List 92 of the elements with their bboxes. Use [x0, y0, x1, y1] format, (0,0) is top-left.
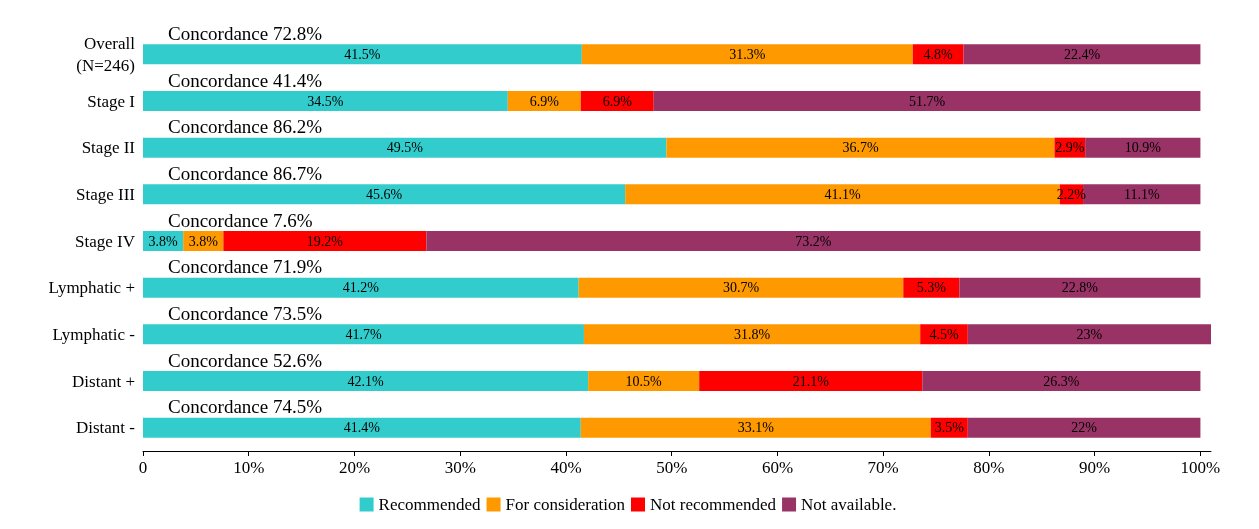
bar	[963, 44, 1201, 65]
legend-label: Recommended	[378, 495, 482, 514]
x-tick-label: 50%	[656, 458, 688, 477]
y-tick-label: Lymphatic -	[52, 324, 136, 344]
y-tick-label: Stage I	[87, 91, 136, 111]
annotation: Concordance 73.5%	[168, 302, 323, 324]
annotation: Concordance 86.2%	[168, 116, 323, 138]
x-tick-label: 100%	[1180, 458, 1221, 477]
data-label: 3.5%	[934, 420, 965, 436]
annotation: Concordance 72.8%	[168, 22, 323, 44]
bar	[699, 371, 923, 391]
data-label: 41.2%	[342, 280, 380, 296]
data-label: 51.7%	[909, 93, 946, 109]
legend-label: Not available.	[801, 495, 897, 514]
bar	[143, 44, 582, 65]
x-tick-label: 0	[138, 458, 148, 477]
y-tick-label: Distant +	[72, 371, 135, 391]
data-label: 49.5%	[386, 140, 424, 156]
bar	[580, 417, 931, 438]
y-tick-label: Distant -	[75, 418, 136, 438]
data-label: 23%	[1076, 326, 1103, 342]
data-label: 36.7%	[842, 140, 879, 156]
x-tick-label: 20%	[338, 458, 371, 477]
bar	[588, 371, 700, 391]
bar	[583, 324, 921, 345]
bar	[426, 231, 1201, 251]
bar	[143, 277, 579, 298]
data-label: 33.1%	[737, 420, 775, 436]
annotation: Concordance 71.9%	[168, 256, 323, 278]
bar	[959, 277, 1201, 298]
y-tick-label: Lymphatic +	[48, 278, 135, 298]
bar	[578, 277, 904, 298]
data-label: 3.8%	[188, 233, 219, 249]
data-label: 4.5%	[929, 326, 959, 342]
data-label: 21.1%	[792, 373, 830, 389]
data-label: 22%	[1071, 420, 1098, 436]
data-label: 26.3%	[1043, 373, 1080, 389]
x-tick-label: 70%	[867, 458, 899, 477]
y-tick-label: Stage IV	[75, 231, 136, 251]
bar	[143, 371, 589, 391]
data-label: 6.9%	[602, 93, 633, 109]
data-label: 31.8%	[733, 326, 771, 342]
x-tick-label: 40%	[550, 458, 582, 477]
bar	[223, 231, 427, 251]
annotation: Concordance 74.5%	[168, 396, 323, 418]
data-label: 3.8%	[148, 233, 179, 249]
annotation: Concordance 7.6%	[168, 209, 313, 231]
x-tick-label: 90%	[1079, 458, 1111, 477]
data-label: 41.1%	[824, 186, 861, 202]
bar	[143, 324, 584, 345]
bar	[581, 44, 913, 65]
data-label: 31.3%	[729, 46, 766, 62]
data-label: 10.9%	[1124, 140, 1162, 156]
annotation: Concordance 86.7%	[168, 162, 323, 184]
data-label: 30.7%	[722, 280, 760, 296]
data-label: 6.9%	[529, 93, 560, 109]
data-label: 19.2%	[306, 233, 344, 249]
bar	[1085, 137, 1201, 158]
bar	[922, 371, 1201, 391]
legend-label: For consideration	[505, 495, 626, 514]
data-label: 41.4%	[343, 420, 381, 436]
data-label: 2.9%	[1055, 140, 1085, 156]
bar	[666, 137, 1055, 158]
x-tick-label: 80%	[973, 458, 1005, 477]
data-label: 41.5%	[344, 46, 381, 62]
x-tick-label: 60%	[761, 458, 794, 477]
bar	[143, 91, 508, 111]
data-label: 73.2%	[795, 233, 832, 249]
bar	[143, 184, 626, 205]
data-label: 42.1%	[347, 373, 384, 389]
data-label: 41.7%	[345, 326, 382, 342]
annotation: Concordance 41.4%	[168, 69, 323, 91]
data-label: 22.8%	[1061, 280, 1099, 296]
annotation: Concordance 52.6%	[168, 349, 323, 371]
data-label: 4.8%	[923, 46, 954, 62]
data-label: 11.1%	[1123, 186, 1160, 202]
bar	[967, 417, 1201, 438]
data-label: 34.5%	[307, 93, 344, 109]
y-tick-label: Stage II	[81, 138, 136, 158]
data-label: 5.3%	[916, 280, 947, 296]
legend-label: Not recommended	[650, 495, 777, 514]
data-label: 45.6%	[366, 186, 403, 202]
data-label: 10.5%	[625, 373, 663, 389]
x-tick-label: 10%	[233, 458, 265, 477]
bar	[143, 137, 667, 158]
data-label: 22.4%	[1063, 46, 1101, 62]
y-tick-label: Overall (N=246)	[76, 33, 136, 75]
y-tick-label: Stage III	[75, 184, 136, 204]
x-tick-label: 30%	[444, 458, 476, 477]
bar	[967, 324, 1211, 345]
bar	[653, 91, 1201, 111]
bar	[143, 417, 581, 438]
